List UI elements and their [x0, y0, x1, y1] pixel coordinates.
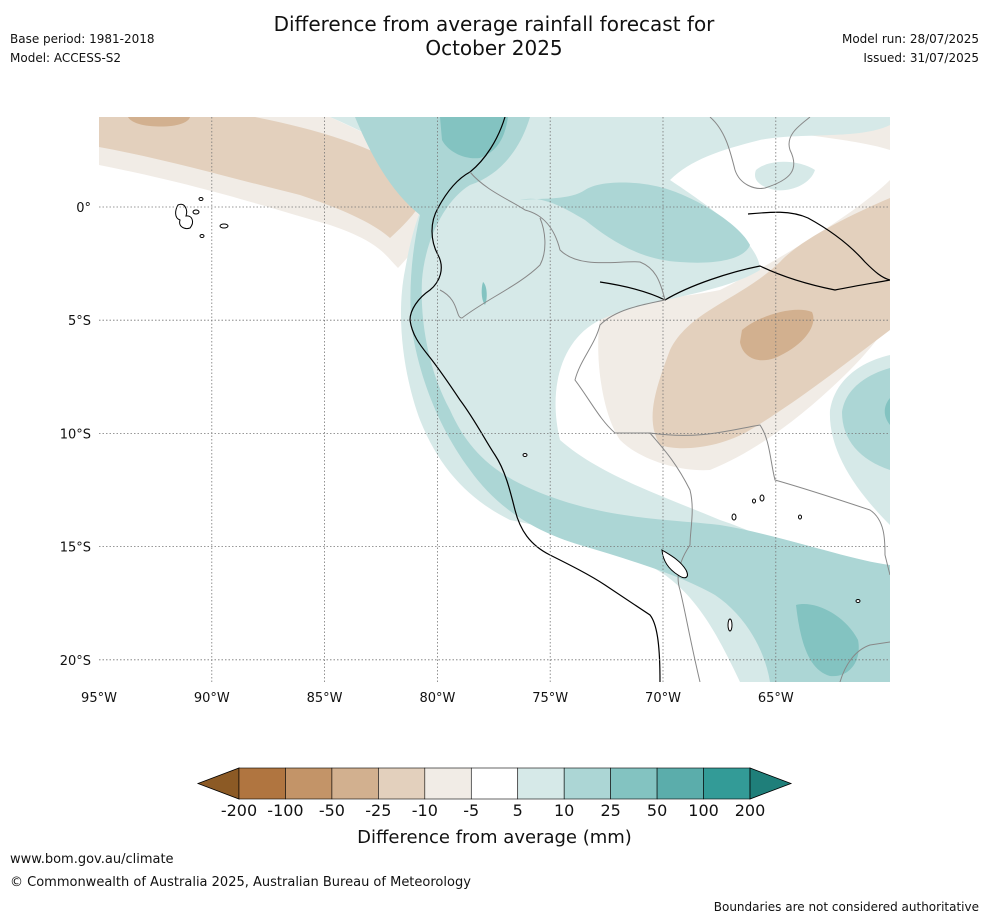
colorbar-title: Difference from average (mm): [357, 827, 632, 848]
wet-anomaly-region: [754, 161, 815, 191]
issued-date: Issued: 31/07/2025: [863, 51, 979, 65]
latitude-tick-label: 5°S: [68, 314, 91, 329]
colorbar-tick-label: -5: [463, 801, 479, 820]
wet-anomaly-region: [355, 117, 890, 682]
website-url[interactable]: www.bom.gov.au/climate: [10, 852, 174, 867]
dry-anomaly-region-east: [740, 309, 814, 361]
border: [709, 117, 811, 189]
colorbar: -200 -100 -50 -25 -10 -5 5 10 25 50 100 200 Differen…: [196, 767, 793, 848]
colorbar-swatch: [378, 767, 426, 800]
lake-titicaca: [661, 549, 688, 579]
wet-anomaly-region: [842, 368, 890, 470]
colorbar-extend-low: [196, 767, 240, 800]
border: [469, 171, 666, 301]
colorbar-swatch: [331, 767, 379, 800]
wet-anomaly-region: [481, 282, 487, 305]
colorbar-tick-label: -100: [267, 801, 303, 820]
colorbar-tick-label: -10: [412, 801, 438, 820]
border: [574, 299, 701, 682]
longitude-ticks: 95°W 90°W 85°W 80°W 75°W 70°W 65°W: [81, 691, 794, 706]
longitude-tick-label: 65°W: [758, 691, 794, 706]
gridlines: [99, 117, 890, 682]
title-line-1: Difference from average rainfall forecas…: [273, 12, 715, 36]
longitude-tick-label: 70°W: [645, 691, 681, 706]
colorbar-swatch: [563, 767, 611, 800]
colorbar-tick-label: 50: [647, 801, 667, 820]
longitude-tick-label: 95°W: [81, 691, 117, 706]
border: [839, 641, 890, 682]
dry-anomaly-region-nw: [99, 117, 426, 238]
wet-anomaly-region: [520, 182, 750, 263]
dry-anomaly-region-nw: [128, 117, 190, 127]
colorbar-swatch: [656, 767, 704, 800]
border: [649, 424, 890, 576]
model-run: Model run: 28/07/2025: [841, 32, 979, 46]
colorbar-tick-label: -50: [319, 801, 345, 820]
longitude-tick-label: 85°W: [307, 691, 343, 706]
latitude-tick-label: 10°S: [60, 427, 91, 442]
map-area: [99, 117, 890, 682]
colorbar-tick-label: 10: [554, 801, 574, 820]
colorbar-swatch: [703, 767, 751, 800]
latitude-ticks: 0° 5°S 10°S 15°S 20°S: [60, 201, 91, 669]
latitude-tick-label: 0°: [76, 201, 91, 216]
colorbar-swatch: [470, 767, 519, 800]
small-lakes: [522, 453, 861, 632]
colorbar-tick-label: -200: [221, 801, 257, 820]
colorbar-tick-label: 100: [688, 801, 719, 820]
colorbar-swatch: [517, 767, 565, 800]
longitude-tick-label: 75°W: [532, 691, 568, 706]
title-line-2: October 2025: [425, 36, 563, 60]
colorbar-tick-label: 5: [513, 801, 523, 820]
galapagos-islands: [175, 197, 229, 238]
colorbar-swatch: [238, 767, 286, 800]
latitude-tick-label: 20°S: [60, 654, 91, 669]
wet-anomaly-region: [884, 398, 890, 425]
colorbar-swatch: [424, 767, 472, 800]
colorbar-tick-label: 200: [735, 801, 766, 820]
boundary-disclaimer: Boundaries are not considered authoritat…: [713, 900, 979, 914]
copyright-notice: © Commonwealth of Australia 2025, Austra…: [10, 875, 471, 890]
latitude-tick-label: 15°S: [60, 541, 91, 556]
colorbar-tick-label: -25: [365, 801, 391, 820]
model-name: Model: ACCESS-S2: [10, 51, 122, 65]
colorbar-extend-high: [749, 767, 793, 800]
colorbar-swatch: [610, 767, 658, 800]
border: [439, 217, 546, 319]
colorbar-tick-label: 25: [600, 801, 620, 820]
coastline: [599, 265, 890, 301]
wet-anomaly-region: [796, 604, 859, 677]
longitude-tick-label: 80°W: [419, 691, 455, 706]
coastline: [747, 211, 890, 281]
base-period: Base period: 1981-2018: [10, 32, 155, 46]
longitude-tick-label: 90°W: [194, 691, 230, 706]
page-title: Difference from average rainfall forecas…: [0, 12, 988, 60]
colorbar-swatch: [285, 767, 333, 800]
